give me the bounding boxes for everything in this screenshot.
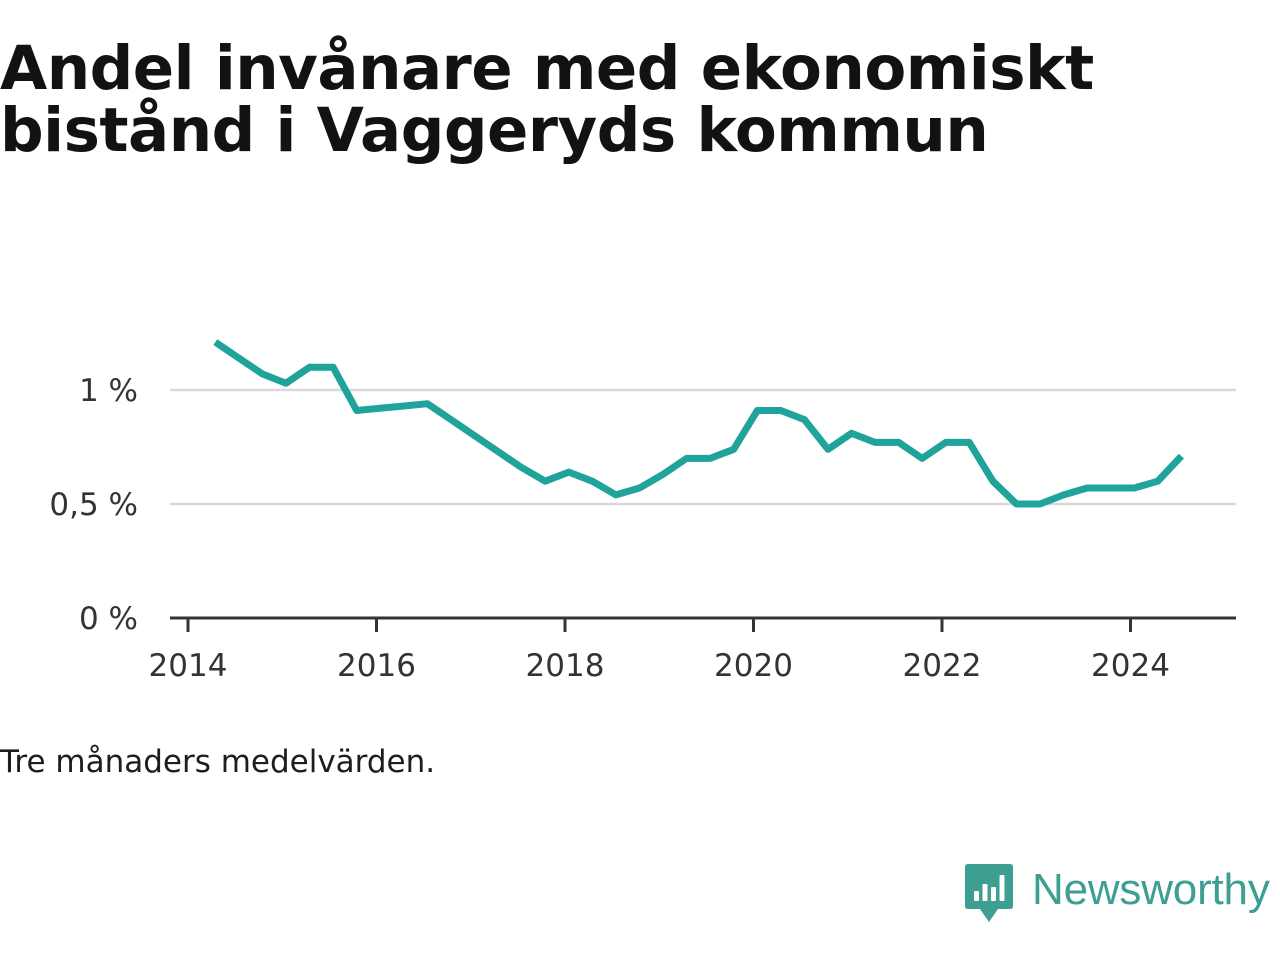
brand-name: Newsworthy: [1032, 865, 1270, 914]
y-axis-labels: 0 % 0,5 % 1 %: [49, 373, 138, 637]
x-tick-label: 2020: [714, 648, 793, 684]
series-line: [213, 339, 1184, 508]
newsworthy-chart-bubble-icon: [965, 864, 1013, 922]
y-tick-label: 0 %: [79, 601, 138, 637]
x-tick-label: 2024: [1091, 648, 1170, 684]
brand-logo[interactable]: Newsworthy: [964, 862, 1270, 926]
chart-footnote: Tre månaders medelvärden.: [0, 744, 436, 780]
x-tick-label: 2014: [149, 648, 228, 684]
x-tick-label: 2016: [337, 648, 416, 684]
grid-lines: [170, 388, 1236, 506]
y-tick-label: 1 %: [79, 373, 138, 409]
y-tick-label: 0,5 %: [49, 487, 138, 523]
series-layer: [213, 339, 1184, 508]
x-tick-label: 2022: [903, 648, 982, 684]
chart-title: Andel invånare med ekonomiskt bistånd i …: [0, 38, 1260, 162]
x-axis-labels: 2014 2016 2018 2020 2022 2024: [149, 648, 1170, 684]
x-tick-label: 2018: [526, 648, 605, 684]
chart-title-line-2: bistånd i Vaggeryds kommun: [0, 95, 989, 166]
chart-title-line-1: Andel invånare med ekonomiskt: [0, 33, 1094, 104]
x-axis-ticks: [186, 618, 1132, 632]
